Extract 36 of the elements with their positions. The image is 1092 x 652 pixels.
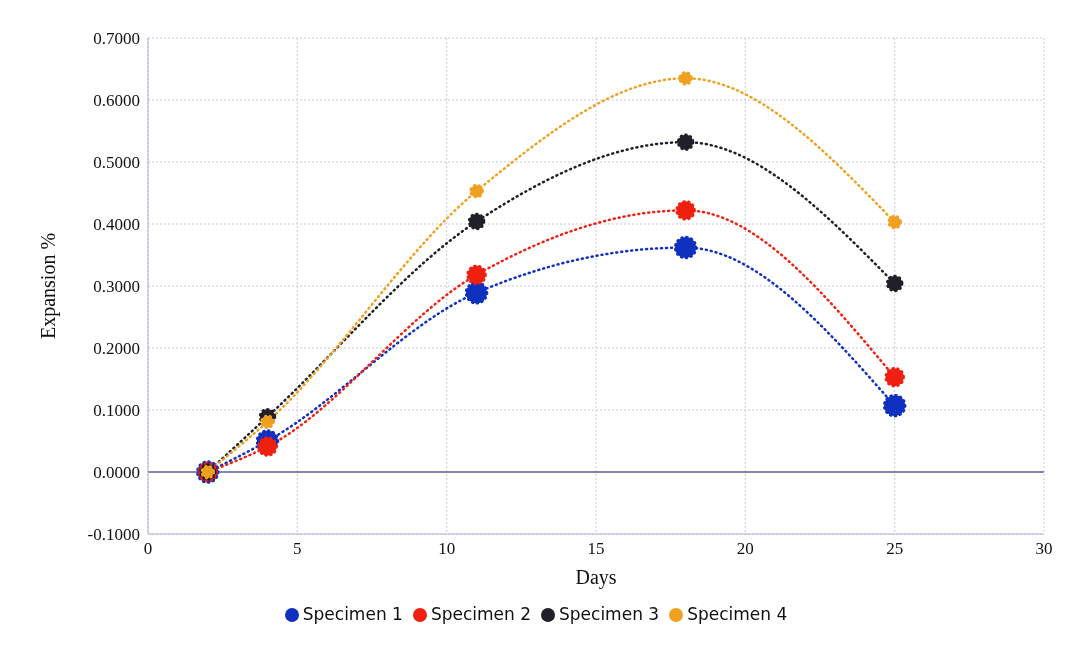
x-tick-label: 20 — [736, 539, 754, 559]
point — [884, 366, 905, 388]
y-tick-label: 0.3000 — [93, 277, 140, 297]
y-tick-label: 0.2000 — [93, 339, 140, 359]
point — [673, 235, 698, 260]
point — [887, 214, 902, 230]
y-axis-title: Expansion % — [37, 232, 61, 340]
y-tick-label: 0.6000 — [93, 91, 140, 111]
x-axis-title: Days — [575, 566, 617, 589]
point — [469, 183, 484, 199]
point — [885, 274, 904, 293]
y-tick-label: 0.7000 — [93, 29, 140, 49]
y-tick-label: 0.5000 — [93, 153, 140, 173]
y-tick-label: -0.1000 — [87, 525, 140, 545]
point — [676, 133, 695, 151]
point — [464, 281, 489, 305]
x-tick-label: 10 — [438, 539, 456, 559]
y-tick-label: 0.0000 — [93, 463, 140, 483]
point — [260, 414, 275, 430]
x-tick-label: 25 — [886, 539, 904, 559]
legend-label: Specimen 1 — [302, 604, 403, 624]
x-tick-label: 15 — [587, 539, 605, 559]
legend-label: Specimen 3 — [559, 604, 660, 624]
point — [678, 71, 693, 86]
x-tick-label: 0 — [143, 539, 153, 559]
point — [466, 264, 487, 286]
point — [257, 436, 278, 457]
y-tick-label: 0.1000 — [93, 401, 140, 421]
point — [467, 212, 486, 231]
y-tick-label: 0.4000 — [93, 215, 140, 235]
x-tick-label: 30 — [1035, 539, 1053, 559]
legend-label: Specimen 4 — [687, 604, 788, 624]
x-tick-label: 5 — [293, 539, 302, 559]
legend-label: Specimen 2 — [430, 604, 531, 624]
point — [882, 393, 907, 418]
point — [675, 200, 696, 221]
